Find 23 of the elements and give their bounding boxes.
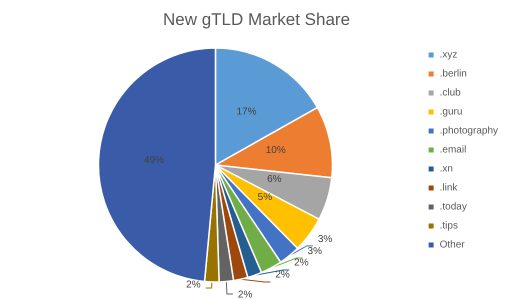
legend-label: .xyz [440, 50, 458, 60]
data-label: 2% [275, 270, 290, 280]
data-label: 5% [258, 192, 272, 204]
data-label: 2% [238, 290, 252, 300]
legend-label: .berlin [440, 68, 467, 80]
legend-label: .email [440, 144, 466, 156]
legend-label: .today [440, 202, 467, 212]
chart-title: New gTLD Market Share [162, 10, 350, 29]
data-label: 6% [267, 174, 282, 186]
data-label: 3% [318, 234, 332, 245]
legend-label: .xn [440, 164, 453, 174]
legend-label: .guru [440, 106, 462, 118]
legend-label: .link [440, 182, 458, 194]
data-label: 10% [266, 144, 286, 156]
data-label: 17% [236, 106, 257, 118]
data-label: 2% [186, 280, 201, 290]
data-label: 2% [294, 258, 309, 269]
legend-label: .club [440, 88, 462, 98]
legend-label: .photography [440, 126, 498, 136]
data-label: 49% [144, 154, 164, 166]
data-label: 3% [308, 246, 322, 257]
legend-label: .tips [440, 220, 458, 232]
legend-label: Other [440, 240, 466, 250]
